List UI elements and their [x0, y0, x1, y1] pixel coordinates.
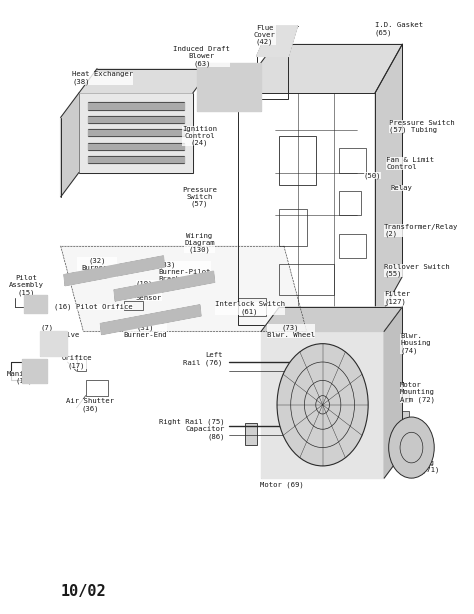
Bar: [338, 191, 361, 216]
Circle shape: [389, 417, 434, 478]
Bar: [338, 234, 366, 258]
Polygon shape: [256, 26, 298, 56]
Bar: [24, 295, 47, 313]
Polygon shape: [64, 256, 164, 286]
Text: Orifice
(17): Orifice (17): [61, 356, 92, 369]
Text: Heat Exchanger
(38): Heat Exchanger (38): [72, 71, 133, 85]
Polygon shape: [197, 63, 261, 111]
Polygon shape: [238, 44, 402, 93]
Text: Flue
Cover
(42): Flue Cover (42): [254, 25, 276, 45]
Bar: [245, 423, 256, 445]
Bar: [86, 380, 109, 395]
Text: Induced Draft
Blower
(63): Induced Draft Blower (63): [173, 46, 230, 67]
Text: Motor
Mounting
Arm (72): Motor Mounting Arm (72): [400, 383, 435, 403]
Bar: [238, 298, 265, 316]
Bar: [22, 359, 47, 383]
Bar: [384, 389, 409, 402]
Polygon shape: [88, 103, 183, 109]
Text: Filter
(127): Filter (127): [384, 291, 410, 305]
Text: (31)
Burner-End: (31) Burner-End: [123, 325, 167, 338]
Polygon shape: [79, 69, 211, 93]
Text: (16) Pilot Orifice: (16) Pilot Orifice: [54, 304, 133, 310]
Polygon shape: [40, 332, 67, 356]
Bar: [279, 264, 334, 295]
Text: Air Shutter
(36): Air Shutter (36): [66, 398, 114, 411]
Polygon shape: [384, 307, 402, 478]
Bar: [124, 301, 143, 310]
Text: (50): (50): [364, 173, 381, 179]
Polygon shape: [261, 307, 402, 332]
Polygon shape: [88, 156, 183, 163]
Bar: [79, 93, 193, 173]
Text: Left
Rail (76): Left Rail (76): [183, 352, 222, 366]
Polygon shape: [61, 93, 79, 197]
Text: Relay: Relay: [391, 185, 413, 191]
Text: 10/02: 10/02: [61, 584, 106, 599]
Polygon shape: [100, 305, 201, 335]
Bar: [45, 335, 61, 347]
Polygon shape: [261, 332, 384, 478]
Bar: [393, 435, 420, 463]
Text: (33)
Burner-Pilot
Bracket: (33) Burner-Pilot Bracket: [159, 262, 211, 282]
Text: (32)
Burner-
Crossover: (32) Burner- Crossover: [77, 257, 117, 278]
Text: Motor (69): Motor (69): [260, 481, 303, 488]
Bar: [279, 209, 307, 246]
Text: Blwr.
Housing
(74): Blwr. Housing (74): [400, 333, 431, 354]
Text: Manifold
(11): Manifold (11): [7, 370, 42, 384]
Bar: [279, 136, 316, 185]
Polygon shape: [22, 359, 47, 383]
Text: Wiring
Diagram
(130): Wiring Diagram (130): [184, 233, 215, 253]
Text: Motor
Mounting
Band (71): Motor Mounting Band (71): [400, 453, 439, 473]
Text: Interlock Switch
(61): Interlock Switch (61): [215, 301, 285, 315]
Bar: [261, 332, 384, 478]
Text: Transformer/Relay
(2): Transformer/Relay (2): [384, 224, 458, 238]
Bar: [77, 356, 86, 371]
Bar: [384, 411, 409, 423]
Polygon shape: [24, 295, 47, 313]
Text: Right Rail (75)
Capacitor
(86): Right Rail (75) Capacitor (86): [159, 419, 225, 440]
Text: Ignition
Control
(24): Ignition Control (24): [182, 126, 217, 146]
Bar: [40, 332, 67, 356]
Text: (7)
Gas Valve: (7) Gas Valve: [40, 325, 80, 338]
Bar: [256, 56, 289, 99]
Bar: [197, 63, 261, 111]
Polygon shape: [375, 44, 402, 325]
Text: I.D. Gasket
(65): I.D. Gasket (65): [375, 22, 423, 36]
Text: Pressure Switch
(57) Tubing: Pressure Switch (57) Tubing: [389, 120, 454, 133]
Text: Pilot
Assembly
(15): Pilot Assembly (15): [9, 275, 44, 296]
Polygon shape: [88, 129, 183, 136]
Polygon shape: [88, 115, 183, 123]
Text: Fan & Limit
Control: Fan & Limit Control: [386, 157, 435, 170]
Polygon shape: [61, 246, 307, 332]
Text: Pressure
Switch
(57): Pressure Switch (57): [182, 187, 217, 208]
Polygon shape: [88, 142, 183, 150]
Polygon shape: [114, 271, 215, 301]
Text: (19)
Flame
Sensor: (19) Flame Sensor: [136, 280, 162, 301]
Polygon shape: [79, 93, 193, 173]
Bar: [338, 148, 366, 173]
Bar: [238, 93, 375, 325]
Text: (73)
Blwr. Wheel: (73) Blwr. Wheel: [267, 325, 315, 338]
Circle shape: [277, 344, 368, 466]
Text: Rollover Switch
(55): Rollover Switch (55): [384, 263, 450, 277]
